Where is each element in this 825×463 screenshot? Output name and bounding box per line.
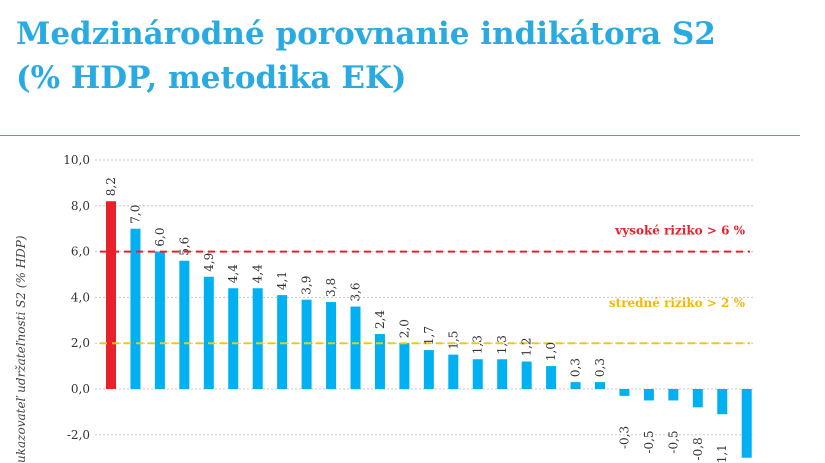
y-tick-label: 6,0 bbox=[71, 245, 90, 259]
data-label: 1,5 bbox=[446, 331, 460, 350]
data-label: 1,0 bbox=[544, 342, 558, 361]
bar bbox=[301, 299, 312, 389]
data-label: 2,4 bbox=[373, 310, 387, 329]
y-tick-label: 8,0 bbox=[71, 199, 90, 213]
bar bbox=[668, 389, 679, 401]
medium-risk-label: stredné riziko > 2 % bbox=[609, 296, 746, 310]
data-label: 2,0 bbox=[397, 319, 411, 338]
data-label: 3,8 bbox=[324, 278, 338, 297]
bar bbox=[692, 389, 703, 408]
data-label: 4,9 bbox=[202, 253, 216, 272]
data-label: 0,3 bbox=[593, 358, 607, 377]
bar bbox=[643, 389, 654, 401]
bar bbox=[228, 288, 239, 389]
title-divider bbox=[0, 135, 800, 136]
bar bbox=[546, 366, 557, 389]
data-labels: 8,2 7,0 6,0 5,6 4,9 4,4 4,4 4,1 3,9 3,8 3,6 2,4 2,0 1… bbox=[104, 177, 729, 463]
y-tick-label: -2,0 bbox=[67, 428, 90, 442]
y-axis-ticks: 10,0 8,0 6,0 4,0 2,0 0,0 -2,0 bbox=[63, 153, 90, 442]
data-label: 3,9 bbox=[300, 276, 314, 295]
data-label: 1,3 bbox=[471, 335, 485, 354]
data-label: 0,3 bbox=[569, 358, 583, 377]
threshold-lines: vysoké riziko > 6 % stredné riziko > 2 % bbox=[100, 224, 750, 345]
title-line-2: (% HDP, metodika EK) bbox=[16, 60, 407, 96]
y-axis-label: ukazovateľ udržateľnosti S2 (% HDP) bbox=[14, 235, 28, 463]
bar bbox=[448, 354, 459, 389]
data-label: 5,6 bbox=[177, 237, 191, 256]
y-tick-label: 2,0 bbox=[71, 336, 90, 350]
bar bbox=[472, 359, 483, 389]
bar bbox=[179, 260, 190, 389]
bar bbox=[595, 382, 605, 389]
title-line-1: Medzinárodné porovnanie indikátora S2 bbox=[16, 16, 716, 52]
bar bbox=[619, 389, 630, 396]
bar bbox=[570, 382, 581, 389]
data-label: 8,2 bbox=[104, 177, 118, 196]
bar bbox=[326, 301, 337, 389]
data-label: 4,4 bbox=[251, 264, 265, 283]
bar bbox=[252, 288, 263, 389]
data-label: 6,0 bbox=[153, 228, 167, 247]
bar bbox=[423, 350, 434, 389]
data-label: 1,7 bbox=[422, 326, 436, 345]
data-label: 3,6 bbox=[349, 282, 363, 301]
bar bbox=[106, 201, 116, 389]
bar bbox=[717, 389, 728, 415]
bar bbox=[277, 295, 288, 389]
y-tick-label: 0,0 bbox=[71, 382, 90, 396]
high-risk-label: vysoké riziko > 6 % bbox=[614, 224, 745, 238]
data-label: -0,5 bbox=[666, 430, 680, 453]
bar bbox=[350, 306, 361, 389]
data-label: 4,4 bbox=[226, 264, 240, 283]
data-label: 7,0 bbox=[128, 205, 142, 224]
data-label: -0,5 bbox=[642, 430, 656, 453]
bar bbox=[154, 251, 165, 389]
data-label: -0,8 bbox=[691, 437, 705, 460]
data-label: -1,1 bbox=[715, 444, 729, 463]
y-tick-label: 4,0 bbox=[71, 290, 90, 304]
data-label: 1,2 bbox=[520, 337, 534, 356]
bar bbox=[203, 276, 214, 389]
bar bbox=[521, 361, 532, 389]
bar bbox=[497, 359, 508, 389]
bar bbox=[399, 343, 410, 389]
bar bbox=[741, 389, 752, 458]
data-label: 4,1 bbox=[275, 271, 289, 290]
data-label: 1,3 bbox=[495, 335, 509, 354]
data-label: -0,3 bbox=[617, 426, 631, 449]
bars bbox=[106, 201, 752, 458]
bar bbox=[130, 228, 141, 389]
page-title: Medzinárodné porovnanie indikátora S2 (%… bbox=[16, 12, 796, 100]
y-tick-label: 10,0 bbox=[63, 153, 90, 167]
bar bbox=[374, 334, 385, 389]
